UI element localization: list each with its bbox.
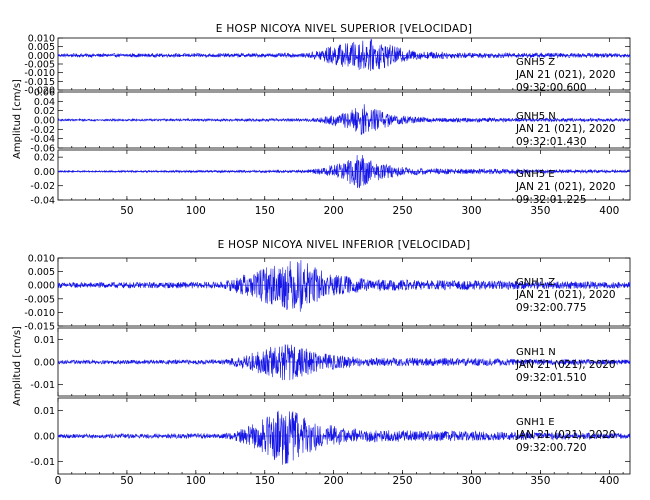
channel-label: GNH5 N — [516, 111, 556, 122]
date-label: JAN 21 (021), 2020 — [515, 289, 616, 301]
y-tick-label: -0.005 — [24, 294, 55, 305]
date-label: JAN 21 (021), 2020 — [515, 123, 616, 135]
y-tick-label: 0.01 — [34, 406, 55, 417]
y-tick-label: -0.015 — [24, 322, 55, 333]
y-tick-label: 0.01 — [34, 335, 55, 346]
y-tick-label: 0.000 — [28, 281, 55, 292]
y-tick-label: -0.015 — [24, 77, 55, 88]
waveform-trace — [57, 38, 631, 72]
x-tick-label: 250 — [393, 205, 413, 217]
time-label: 09:32:01.225 — [516, 194, 587, 206]
date-label: JAN 21 (021), 2020 — [515, 359, 616, 371]
x-tick-label: 350 — [530, 475, 550, 487]
channel-label: GNH5 Z — [516, 57, 555, 68]
date-label: JAN 21 (021), 2020 — [515, 69, 616, 81]
x-tick-label: 100 — [186, 205, 206, 217]
panel-frame — [57, 149, 631, 201]
y-tick-label: 0.000 — [28, 51, 55, 62]
panel-frame — [57, 257, 631, 327]
y-tick-label: -0.01 — [30, 457, 55, 468]
x-tick-label: 50 — [120, 205, 133, 217]
y-tick-label: 0.010 — [28, 34, 55, 45]
y-tick-label: -0.005 — [24, 60, 55, 71]
waveform-trace — [57, 260, 631, 312]
x-tick-label: 150 — [255, 475, 275, 487]
y-tick-label: 0.005 — [28, 42, 55, 53]
channel-label: GNH1 Z — [516, 277, 555, 288]
y-tick-label: -0.06 — [30, 144, 55, 155]
y-tick-label: -0.04 — [30, 134, 55, 145]
x-tick-label: 100 — [186, 475, 206, 487]
y-tick-label: 0.00 — [34, 167, 55, 178]
y-tick-label: -0.010 — [24, 68, 55, 79]
waveform-trace — [57, 410, 631, 465]
y-tick-label: -0.04 — [30, 196, 55, 207]
time-label: 09:32:01.510 — [516, 372, 587, 384]
y-tick-label: 0.005 — [28, 267, 55, 278]
x-tick-label: 50 — [120, 475, 133, 487]
y-tick-label: 0.02 — [34, 153, 55, 164]
x-tick-label: 300 — [461, 205, 481, 217]
x-tick-label: 200 — [324, 475, 344, 487]
y-tick-label: 0.02 — [34, 106, 55, 117]
time-label: 09:32:00.775 — [516, 302, 587, 314]
waveform-trace — [57, 154, 631, 189]
time-label: 09:32:00.720 — [516, 442, 587, 454]
x-tick-label: 0 — [55, 475, 62, 487]
channel-label: GNH5 E — [516, 169, 555, 180]
waveform-trace — [57, 344, 631, 381]
chart-1: E HOSP NICOYA NIVEL SUPERIOR [VELOCIDAD]… — [12, 23, 631, 217]
y-tick-label: 0.00 — [34, 358, 55, 369]
date-label: JAN 21 (021), 2020 — [515, 429, 616, 441]
x-tick-label: 400 — [599, 205, 619, 217]
chart-title: E HOSP NICOYA NIVEL INFERIOR [VELOCIDAD] — [218, 239, 471, 251]
y-tick-label: -0.02 — [30, 125, 55, 136]
time-label: 09:32:01.430 — [516, 136, 587, 148]
y-tick-label: 0.06 — [34, 88, 55, 99]
y-axis-label: Amplitud [cm/s] — [12, 326, 23, 406]
date-label: JAN 21 (021), 2020 — [515, 181, 616, 193]
time-label: 09:32:00.600 — [516, 82, 587, 94]
panel-gnh5-n: 0.060.040.020.00-0.02-0.04-0.06 GNH5 NJAN… — [30, 88, 631, 155]
x-tick-label: 300 — [461, 475, 481, 487]
y-tick-label: 0.04 — [34, 97, 55, 108]
x-tick-label: 150 — [255, 205, 275, 217]
y-tick-label: -0.01 — [30, 380, 55, 391]
y-tick-label: 0.00 — [34, 432, 55, 443]
y-tick-label: -0.02 — [30, 181, 55, 192]
panel-gnh1-z: 0.010 0.005 0.000 -0.005 -0.010 -0.015 GNH1 ZJ… — [24, 254, 631, 333]
x-tick-label: 400 — [599, 475, 619, 487]
y-tick-label: -0.010 — [24, 308, 55, 319]
y-axis-label: Amplitud [cm/s] — [12, 79, 23, 159]
y-tick-label: 0.010 — [28, 254, 55, 265]
x-tick-label: 200 — [324, 205, 344, 217]
x-tick-label: 350 — [530, 205, 550, 217]
y-tick-label: 0.00 — [34, 116, 55, 127]
channel-label: GNH1 E — [516, 417, 555, 428]
channel-label: GNH1 N — [516, 347, 556, 358]
chart-title: E HOSP NICOYA NIVEL SUPERIOR [VELOCIDAD] — [216, 23, 472, 35]
chart-2: E HOSP NICOYA NIVEL INFERIOR [VELOCIDAD]… — [12, 239, 631, 487]
y-tick-label: -0.020 — [24, 86, 55, 97]
x-tick-label: 250 — [393, 475, 413, 487]
waveform-trace — [57, 104, 631, 135]
